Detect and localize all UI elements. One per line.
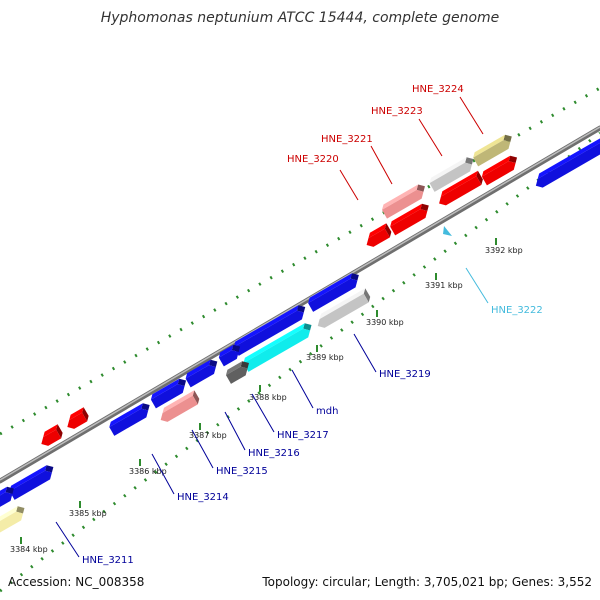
gene-label-hne-3211[interactable]: HNE_3211: [82, 555, 134, 566]
gene-red[interactable]: [435, 170, 485, 208]
gene-blue[interactable]: [149, 376, 191, 409]
tick-label: 3392 kbp: [485, 246, 523, 255]
leader-line: [339, 169, 359, 201]
gene-blue[interactable]: [184, 357, 222, 388]
gene-hne-3221[interactable]: [380, 182, 429, 219]
tick-label: 3391 kbp: [425, 281, 463, 290]
gene-red[interactable]: [388, 201, 433, 236]
gene-label-hne-3214[interactable]: HNE_3214: [177, 492, 229, 503]
leader-line: [370, 145, 393, 185]
gene-features: [0, 128, 600, 533]
gene-hne-3223[interactable]: [428, 155, 478, 192]
label-leader-lines: [55, 96, 489, 558]
leader-line: [459, 96, 484, 135]
gene-mdh[interactable]: [241, 321, 316, 372]
leader-line: [251, 393, 275, 433]
gene-blue[interactable]: [0, 484, 18, 511]
gene-blue[interactable]: [232, 303, 310, 356]
gene-label-hne-3223[interactable]: HNE_3223: [371, 106, 423, 117]
gene-red[interactable]: [63, 407, 91, 431]
gene-hne-3222-marker: [443, 226, 452, 236]
gene-hne-3220[interactable]: [362, 223, 393, 249]
leader-line: [191, 429, 214, 469]
tick-label: 3389 kbp: [306, 353, 344, 362]
gene-label-hne-3215[interactable]: HNE_3215: [216, 466, 268, 477]
gene-label-hne-3220[interactable]: HNE_3220: [287, 154, 339, 165]
gene-label-hne-3222[interactable]: HNE_3222: [491, 305, 543, 316]
gene-label-hne-3216[interactable]: HNE_3216: [248, 448, 300, 459]
gene-hne-3211[interactable]: [0, 504, 29, 533]
tick-label: 3388 kbp: [249, 393, 287, 402]
genome-summary-text: Topology: circular; Length: 3,705,021 bp…: [261, 575, 592, 589]
tick-label: 3385 kbp: [69, 509, 107, 518]
leader-line: [224, 411, 246, 451]
gene-blue[interactable]: [306, 271, 363, 312]
leader-line: [465, 267, 489, 304]
gene-red[interactable]: [37, 424, 65, 448]
gene-label-hne-3224[interactable]: HNE_3224: [412, 84, 464, 95]
leader-line: [151, 453, 175, 495]
tick-label: 3384 kbp: [10, 545, 48, 554]
gene-hne-3224[interactable]: [471, 132, 516, 167]
genome-axis-highlight: [0, 126, 600, 481]
gene-hne-3219[interactable]: [313, 288, 372, 330]
leader-line: [55, 521, 80, 558]
gene-hne-3217[interactable]: [217, 342, 245, 367]
gene-label-mdh[interactable]: mdh: [316, 406, 338, 417]
leader-line: [353, 333, 377, 373]
map-title: Hyphomonas neptunium ATCC 15444, complet…: [101, 10, 500, 26]
gene-label-hne-3219[interactable]: HNE_3219: [379, 369, 431, 380]
leader-line: [418, 118, 443, 157]
gene-hne-3215[interactable]: [156, 390, 201, 424]
gene-hne-3214[interactable]: [107, 401, 154, 436]
gene-label-hne-3217[interactable]: HNE_3217: [277, 430, 329, 441]
gene-label-hne-3221[interactable]: HNE_3221: [321, 134, 373, 145]
tick-label: 3390 kbp: [366, 318, 404, 327]
accession-text: Accession: NC_008358: [8, 575, 144, 589]
leader-line: [291, 369, 314, 409]
scale-ticks: 3384 kbp 3385 kbp 3386 kbp 3387 kbp 3388 kbp…: [10, 238, 523, 554]
gene-hne-3216[interactable]: [224, 359, 254, 384]
gene-blue[interactable]: [8, 463, 58, 500]
tick-label: 3386 kbp: [129, 467, 167, 476]
lower-dotted-track: [0, 131, 600, 593]
tick-label: 3387 kbp: [189, 431, 227, 440]
gene-red[interactable]: [480, 153, 522, 186]
gene-blue[interactable]: [531, 128, 600, 190]
genome-axis: [0, 125, 600, 484]
